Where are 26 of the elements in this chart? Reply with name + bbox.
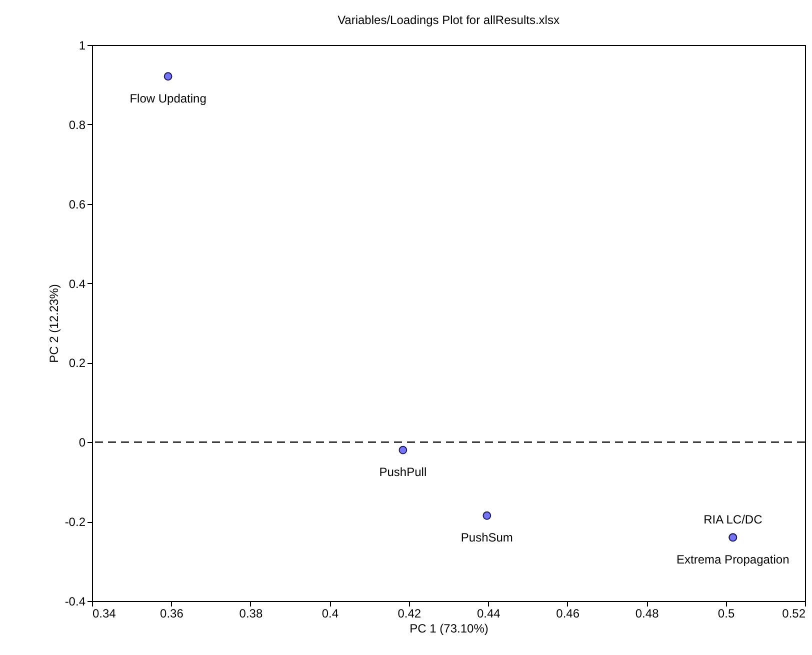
x-tick-label: 0.5: [718, 606, 735, 620]
x-axis-title: PC 1 (73.10%): [410, 622, 488, 636]
annotation: Extrema Propagation: [676, 552, 790, 566]
x-tick-label: 0.52: [782, 606, 806, 620]
x-tick-label: 0.36: [160, 606, 184, 620]
x-tick-label: 0.38: [239, 606, 263, 620]
y-tick-label: 0.4: [68, 276, 86, 291]
chart-title: Variables/Loadings Plot for allResults.xlsx: [338, 13, 560, 27]
x-tick-label: 0.48: [635, 606, 660, 620]
y-tick-label: 0.8: [68, 118, 86, 132]
y-axis-title: PC 2 (12.23%): [46, 284, 61, 363]
y-tick-label: 1: [78, 38, 86, 52]
y-tick-label: -0.4: [64, 594, 86, 608]
x-tick-label: 0.46: [556, 606, 580, 620]
y-tick-label: 0: [78, 436, 86, 450]
annotation: PushPull: [379, 465, 427, 480]
x-tick-label: 0.44: [476, 606, 501, 620]
x-tick-label: 0.4: [322, 606, 339, 620]
x-tick-label: 0.34: [92, 606, 116, 620]
x-tick-label: 0.42: [398, 606, 422, 620]
annotation: RIA LC/DC: [704, 512, 763, 526]
annotation: Flow Updating: [130, 91, 206, 106]
y-tick-label: 0.6: [68, 197, 86, 212]
y-tick-label: -0.2: [64, 515, 86, 530]
y-tick-label: 0.2: [68, 356, 86, 370]
annotation: PushSum: [460, 530, 513, 545]
